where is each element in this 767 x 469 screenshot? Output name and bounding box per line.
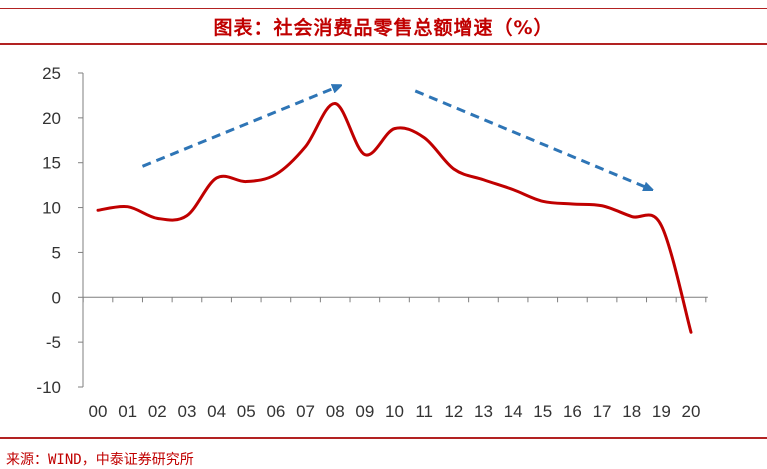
x-tick-label: 10 [385, 402, 404, 421]
y-tick-label: 0 [52, 288, 61, 307]
x-tick-label: 15 [533, 402, 552, 421]
trend-arrows [141, 86, 649, 189]
series-line [96, 102, 693, 334]
trend-arrow-up [141, 86, 338, 168]
source-rule [0, 437, 767, 439]
axes [82, 73, 708, 387]
x-tick-label: 19 [652, 402, 671, 421]
x-tick-label: 05 [237, 402, 256, 421]
y-tick-label: 15 [42, 154, 61, 173]
x-tick-label: 14 [504, 402, 523, 421]
y-tick-label: 20 [42, 109, 61, 128]
source-bar: 来源：WIND，中泰证券研究所 [0, 437, 767, 469]
trend-arrow-down [414, 89, 649, 189]
x-tick-label: 03 [177, 402, 196, 421]
x-tick-label: 11 [415, 402, 433, 421]
title-bottom-rule [0, 43, 767, 45]
series-group [96, 102, 693, 334]
x-tick-label: 17 [593, 402, 612, 421]
y-tick-label: 25 [42, 64, 61, 83]
y-tick-label: -5 [46, 333, 61, 352]
x-tick-label: 12 [444, 402, 463, 421]
x-tick-label: 04 [207, 402, 226, 421]
y-tick-label: 10 [42, 199, 61, 218]
x-tick-label: 06 [266, 402, 285, 421]
x-tick-label: 02 [148, 402, 167, 421]
title-bar: 图表：社会消费品零售总额增速（%） [0, 0, 767, 45]
x-tick-label: 07 [296, 402, 315, 421]
chart-area: 25 20 15 10 5 0 -5 -10 00 01 02 03 04 05 06 07 08 09 10 11… [0, 50, 767, 435]
x-tick-label: 00 [89, 402, 108, 421]
x-tick-label: 16 [563, 402, 582, 421]
x-tick-label: 08 [326, 402, 345, 421]
x-tick-label: 09 [355, 402, 374, 421]
x-tick-label: 18 [622, 402, 641, 421]
x-tick-label: 01 [118, 402, 137, 421]
y-tick-label: -10 [36, 378, 61, 397]
chart-title: 图表：社会消费品零售总额增速（%） [213, 17, 554, 39]
x-tick-label: 20 [682, 402, 701, 421]
y-axis-ticks: 25 20 15 10 5 0 -5 -10 [36, 64, 83, 397]
title-top-rule [0, 8, 767, 9]
x-tick-label: 13 [474, 402, 493, 421]
chart-svg: 25 20 15 10 5 0 -5 -10 00 01 02 03 04 05 06 07 08 09 10 11… [36, 64, 708, 421]
source-note: 来源：WIND，中泰证券研究所 [6, 452, 194, 468]
x-axis-ticks: 00 01 02 03 04 05 06 07 08 09 10 11 12 13 14 15 16 17 18 19… [82, 297, 707, 421]
y-tick-label: 5 [52, 243, 61, 262]
